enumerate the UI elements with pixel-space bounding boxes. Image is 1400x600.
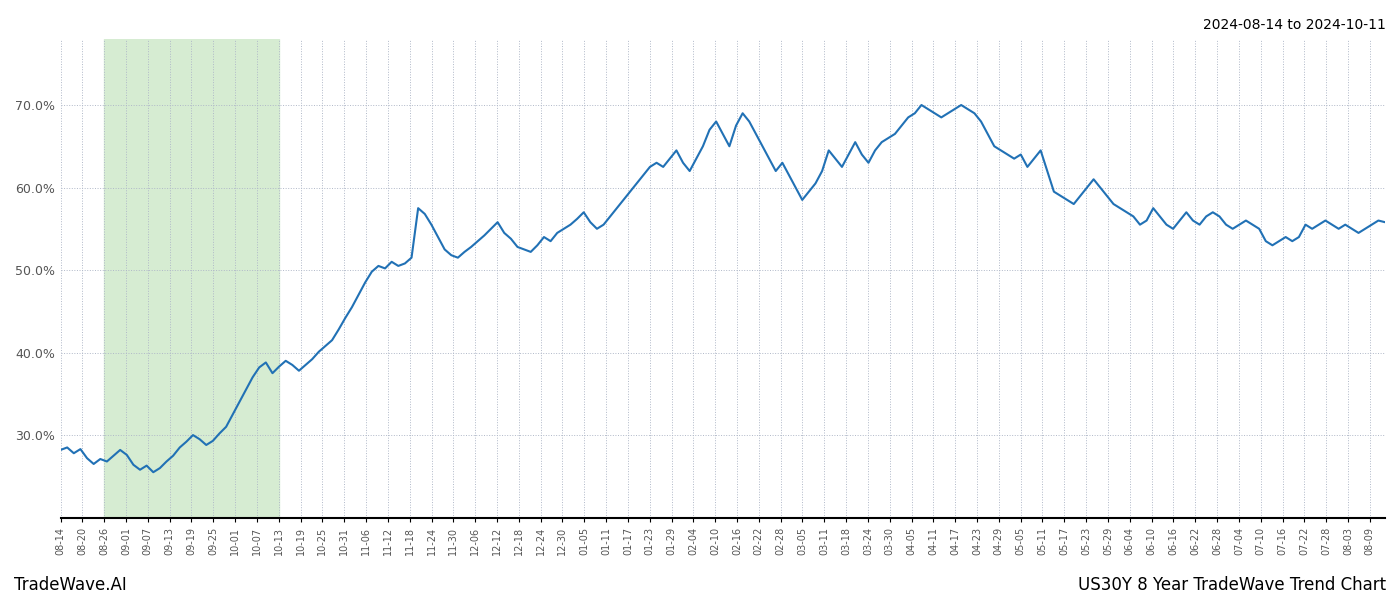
Bar: [104, 39, 279, 518]
Text: US30Y 8 Year TradeWave Trend Chart: US30Y 8 Year TradeWave Trend Chart: [1078, 576, 1386, 594]
Text: TradeWave.AI: TradeWave.AI: [14, 576, 127, 594]
Text: 2024-08-14 to 2024-10-11: 2024-08-14 to 2024-10-11: [1203, 18, 1386, 32]
